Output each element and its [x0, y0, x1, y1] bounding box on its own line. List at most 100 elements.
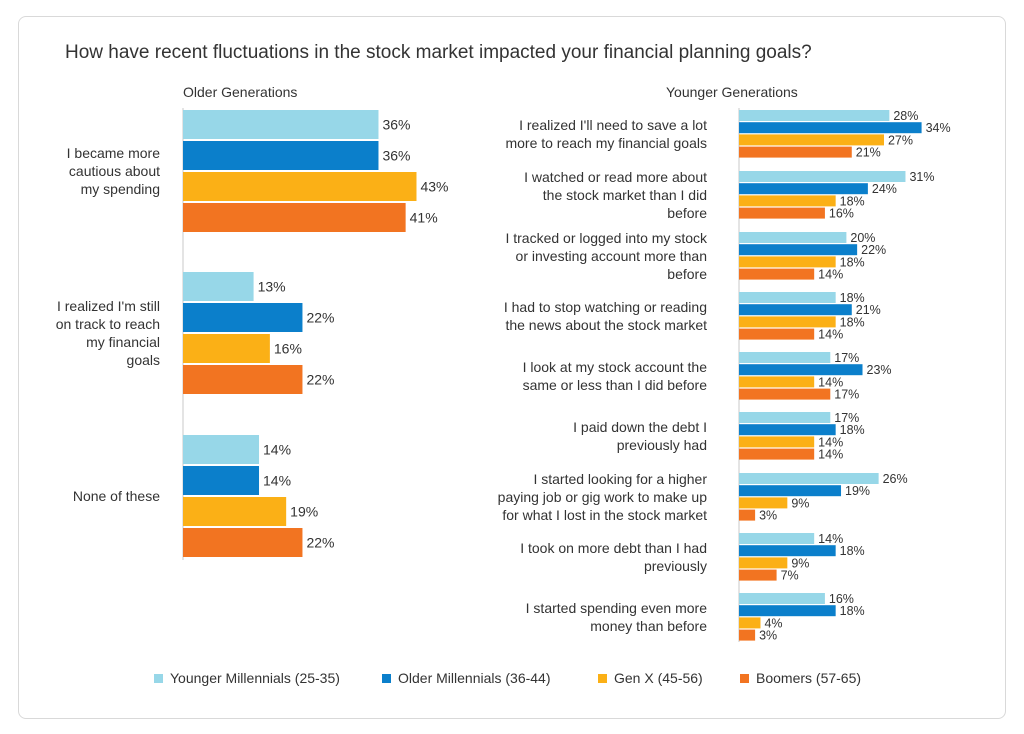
younger-data-label: 9%: [791, 556, 809, 570]
younger-category-label: I tracked or logged into my stock: [505, 230, 708, 246]
older-category-label: cautious about: [69, 163, 160, 179]
younger-bar: [739, 509, 756, 521]
younger-data-label: 34%: [926, 121, 951, 135]
younger-category-label: I watched or read more about: [524, 169, 707, 185]
younger-bar: [739, 207, 825, 219]
younger-data-label: 16%: [829, 592, 854, 606]
younger-data-label: 9%: [791, 496, 809, 510]
younger-category-label: I realized I'll need to save a lot: [519, 117, 707, 133]
younger-bar: [739, 195, 836, 207]
younger-data-label: 18%: [840, 291, 865, 305]
younger-data-label: 28%: [893, 109, 918, 123]
younger-category-label: money than before: [590, 618, 707, 634]
younger-bar: [739, 424, 836, 436]
younger-data-label: 31%: [909, 170, 934, 184]
older-bar: [183, 528, 303, 557]
older-bar: [183, 497, 287, 526]
older-data-label: 22%: [306, 535, 334, 551]
younger-category-label: I had to stop watching or reading: [504, 299, 707, 315]
younger-bar: [739, 485, 842, 497]
older-data-label: 16%: [274, 341, 302, 357]
younger-data-label: 18%: [840, 315, 865, 329]
older-data-label: 22%: [306, 372, 334, 388]
older-bar: [183, 365, 303, 394]
older-category-label: goals: [127, 352, 160, 368]
older-panel-title: Older Generations: [183, 84, 297, 100]
younger-bar: [739, 412, 831, 423]
younger-bar: [739, 364, 863, 376]
younger-category-label: before: [667, 205, 707, 221]
older-data-label: 41%: [410, 210, 438, 226]
older-data-label: 36%: [382, 148, 410, 164]
younger-data-label: 14%: [818, 448, 843, 462]
younger-data-label: 24%: [872, 182, 897, 196]
younger-bar: [739, 256, 836, 268]
younger-category-label: previously: [644, 558, 707, 574]
younger-category-label: I started looking for a higher: [533, 471, 707, 487]
younger-category-label: or investing account more than: [516, 248, 707, 264]
younger-category-label: previously had: [617, 437, 707, 453]
younger-data-label: 14%: [818, 328, 843, 342]
older-data-label: 43%: [420, 179, 448, 195]
younger-data-label: 3%: [759, 509, 777, 523]
younger-bar: [739, 473, 879, 484]
younger-data-label: 4%: [764, 616, 782, 630]
younger-data-label: 20%: [850, 231, 875, 245]
younger-data-label: 23%: [867, 363, 892, 377]
younger-data-label: 17%: [834, 388, 859, 402]
younger-data-label: 18%: [840, 544, 865, 558]
younger-data-label: 18%: [840, 604, 865, 618]
younger-data-label: 27%: [888, 133, 913, 147]
younger-category-label: for what I lost in the stock market: [502, 507, 707, 523]
younger-category-label: I took on more debt than I had: [520, 540, 707, 556]
legend-item: Younger Millennials (25-35): [154, 670, 340, 686]
older-data-label: 13%: [258, 279, 286, 295]
legend-label: Younger Millennials (25-35): [170, 670, 340, 686]
younger-bar: [739, 352, 831, 363]
younger-category-label: I paid down the debt I: [573, 419, 707, 435]
younger-data-label: 14%: [818, 435, 843, 449]
older-category-label: I became more: [67, 145, 161, 161]
younger-data-label: 18%: [840, 255, 865, 269]
legend-item: Older Millennials (36-44): [382, 670, 551, 686]
legend-item: Gen X (45-56): [598, 670, 703, 686]
legend-item: Boomers (57-65): [740, 670, 861, 686]
older-bar: [183, 435, 260, 464]
younger-data-label: 19%: [845, 484, 870, 498]
older-bar: [183, 203, 406, 232]
younger-category-label: more to reach my financial goals: [505, 135, 707, 151]
younger-bar: [739, 533, 815, 544]
younger-bar: [739, 146, 852, 158]
younger-bar: [739, 244, 858, 256]
chart-title: How have recent fluctuations in the stoc…: [65, 42, 812, 63]
younger-bar: [739, 304, 852, 316]
younger-bar: [739, 557, 788, 569]
younger-bar: [739, 171, 906, 182]
younger-data-label: 17%: [834, 351, 859, 365]
older-category-label: on track to reach: [56, 316, 160, 332]
younger-bar: [739, 328, 815, 340]
younger-category-label: before: [667, 266, 707, 282]
younger-data-label: 16%: [829, 207, 854, 221]
younger-category-label: the news about the stock market: [505, 317, 707, 333]
legend-label: Older Millennials (36-44): [398, 670, 551, 686]
younger-bar: [739, 448, 815, 460]
younger-bar: [739, 232, 847, 243]
younger-panel-title: Younger Generations: [666, 84, 798, 100]
older-bar: [183, 141, 379, 170]
younger-category-label: I look at my stock account the: [523, 359, 708, 375]
legend-label: Boomers (57-65): [756, 670, 862, 686]
younger-bar: [739, 183, 868, 195]
younger-bar: [739, 292, 836, 303]
older-bar: [183, 466, 260, 495]
younger-data-label: 14%: [818, 532, 843, 546]
older-data-label: 19%: [290, 504, 318, 520]
younger-bar: [739, 569, 777, 581]
younger-data-label: 18%: [840, 423, 865, 437]
older-bar: [183, 110, 379, 139]
younger-bar: [739, 122, 922, 134]
younger-data-label: 3%: [759, 629, 777, 643]
younger-bar: [739, 545, 836, 557]
younger-bar: [739, 617, 761, 629]
